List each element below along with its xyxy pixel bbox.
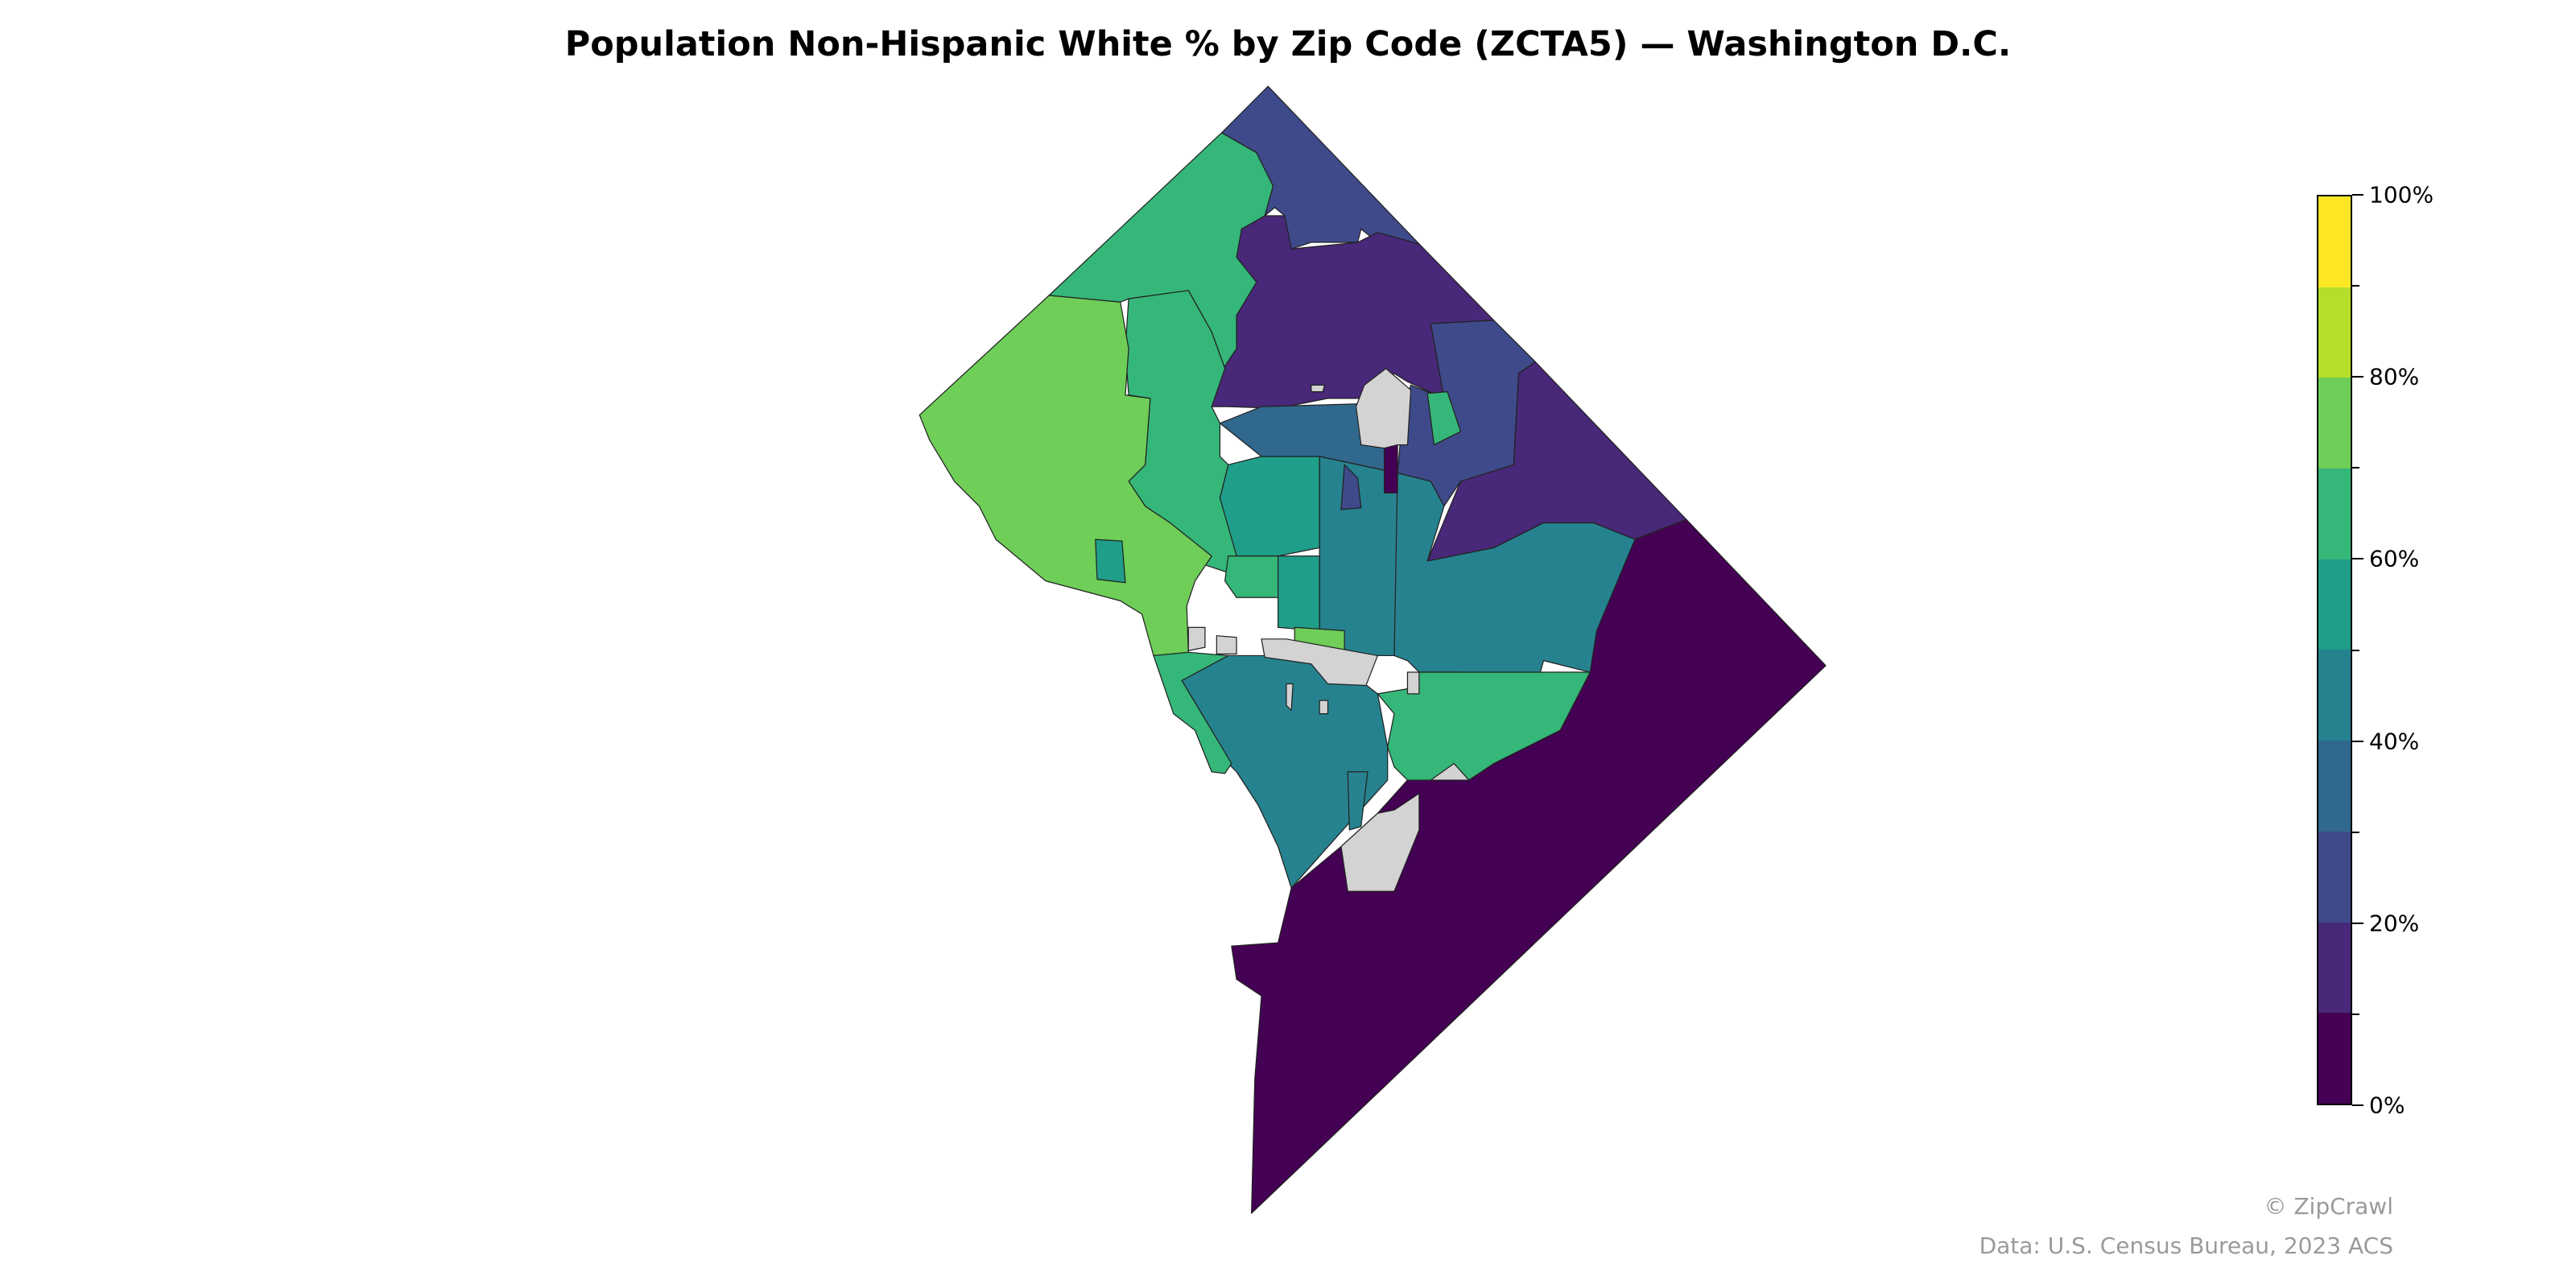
- colorbar-tick-label: 60%: [2369, 545, 2420, 572]
- credit-text: © ZipCrawl: [2264, 1193, 2393, 1220]
- zip-region-no-data: [1187, 626, 1206, 651]
- colorbar-bin-90-100: [2318, 196, 2351, 287]
- colorbar-tick: [2352, 194, 2363, 196]
- zip-region-no-data: [1340, 792, 1420, 892]
- zip-region-no-data: [1261, 638, 1378, 687]
- zip-region-no-data: [1319, 700, 1329, 715]
- colorbar-tick: [2352, 740, 2363, 742]
- zip-region-no-data: [1430, 762, 1470, 781]
- colorbar-minor-tick: [2352, 467, 2359, 469]
- colorbar-bin-10-20: [2318, 922, 2351, 1013]
- colorbar-minor-tick: [2352, 285, 2359, 287]
- colorbar-tick: [2352, 922, 2363, 924]
- zip-region: [1347, 771, 1368, 831]
- colorbar-tick: [2352, 558, 2363, 560]
- colorbar-bin-80-90: [2318, 287, 2351, 378]
- colorbar-bin-40-50: [2318, 650, 2351, 741]
- zip-region: [1219, 456, 1320, 557]
- zip-region: [1095, 539, 1126, 584]
- colorbar-bin-0-10: [2318, 1013, 2351, 1104]
- zip-region: [1426, 390, 1462, 446]
- zip-region: [919, 295, 1212, 657]
- zip-region: [1224, 555, 1279, 598]
- zip-region-no-data: [1311, 384, 1325, 393]
- colorbar-tick: [2352, 376, 2363, 378]
- colorbar-minor-tick: [2352, 831, 2359, 833]
- colorbar-minor-tick: [2352, 649, 2359, 651]
- colorbar-minor-tick: [2352, 1013, 2359, 1015]
- colorbar-tick: [2352, 1104, 2363, 1106]
- colorbar-bin-70-80: [2318, 378, 2351, 469]
- colorbar-tick-label: 0%: [2369, 1092, 2405, 1119]
- colorbar-tick-label: 80%: [2369, 363, 2420, 390]
- zip-region-no-data: [1406, 671, 1420, 695]
- zip-region: [1383, 444, 1398, 493]
- colorbar: [2317, 195, 2352, 1105]
- colorbar-tick-label: 40%: [2369, 728, 2420, 755]
- data-source-text: Data: U.S. Census Bureau, 2023 ACS: [1979, 1232, 2393, 1259]
- colorbar-bin-60-70: [2318, 469, 2351, 559]
- colorbar-bin-50-60: [2318, 559, 2351, 650]
- colorbar-bin-20-30: [2318, 831, 2351, 923]
- zip-region-no-data: [1286, 683, 1294, 712]
- zip-region-no-data: [1355, 368, 1412, 449]
- map-title: Population Non-Hispanic White % by Zip C…: [564, 24, 2012, 64]
- zip-region: [1153, 651, 1232, 774]
- zip-region-no-data: [1216, 635, 1237, 654]
- colorbar-tick-label: 20%: [2369, 910, 2420, 937]
- colorbar-tick-label: 100%: [2369, 181, 2434, 208]
- colorbar-bin-30-40: [2318, 741, 2351, 832]
- zip-region: [1340, 464, 1362, 510]
- zip-region: [1278, 555, 1320, 632]
